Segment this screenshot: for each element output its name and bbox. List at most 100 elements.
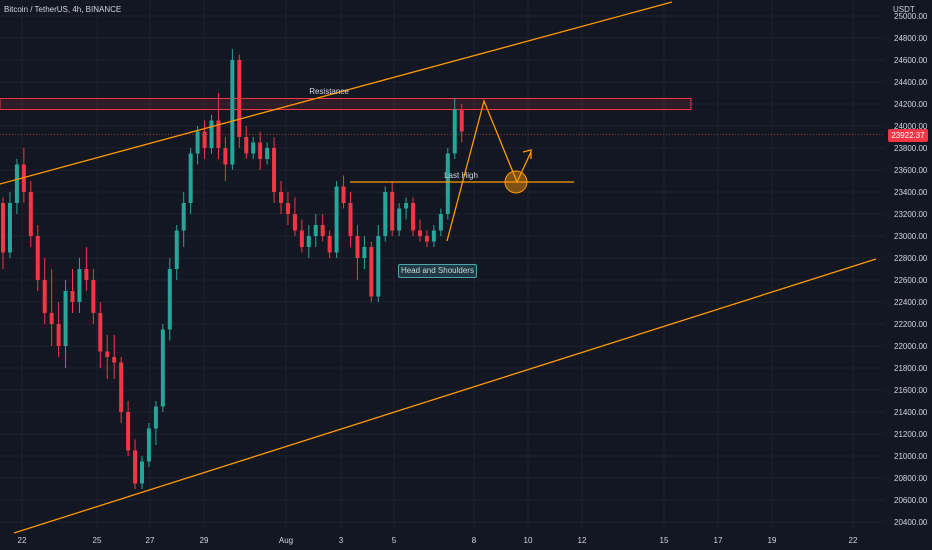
candle-body [348,203,353,236]
time-tick: 8 [472,536,477,545]
price-tick: 23000.00 [894,232,928,241]
candle-body [383,192,388,236]
candle-body [202,131,207,148]
candle-body [285,203,290,214]
time-axis: 22 25 27 29 Aug 3 5 8 10 12 15 17 19 22 [18,536,858,545]
time-tick: 22 [849,536,858,545]
symbol-title: Bitcoin / TetherUS, 4h, BINANCE [4,5,122,14]
last-high-label: Last High [444,171,478,180]
price-tick: 22200.00 [894,320,928,329]
candle-body [292,214,297,231]
candle-body [181,203,186,231]
price-tick: 25000.00 [894,12,928,21]
candle-body [188,153,193,203]
candle-body [49,313,54,324]
candle-body [244,137,249,154]
candle-body [452,109,457,154]
candle-body [105,351,110,357]
time-tick: 12 [578,536,587,545]
candle-body [376,236,381,297]
candle-body [35,236,40,280]
price-tick: 24000.00 [894,122,928,131]
candle-body [334,186,339,253]
candle-body [174,230,179,269]
candle-body [70,291,75,302]
candle-body [404,203,409,209]
price-tick: 24600.00 [894,56,928,65]
candle-body [299,230,304,247]
candle-body [230,60,235,165]
time-tick: 5 [392,536,397,545]
time-tick: Aug [279,536,293,545]
time-tick: 19 [768,536,777,545]
candle-body [167,269,172,330]
candle-body [56,324,61,346]
candle-body [1,203,5,253]
candle-body [7,203,12,253]
retest-circle [504,170,528,194]
price-axis: 25000.00 24800.00 24600.00 24400.00 24200.00… [894,12,928,527]
candles [1,49,464,489]
upper-trendline [0,1,673,185]
candle-body [146,428,151,462]
time-tick: 17 [714,536,723,545]
candle-body [28,192,33,236]
candle-body [397,208,402,231]
candle-body [14,164,19,203]
candle-body [140,461,144,484]
candle-body [313,225,318,236]
candle-body [98,313,103,352]
resistance-zone [0,98,692,110]
price-tick: 21000.00 [894,452,928,461]
candle-body [160,329,165,407]
candle-body [63,291,68,346]
lower-trendline [13,258,877,534]
candle-body [133,450,138,484]
candle-body [258,142,263,159]
candle-body [355,236,360,258]
price-tick: 21200.00 [894,430,928,439]
candle-body [216,120,221,148]
candle-body [209,120,214,148]
time-tick: 22 [18,536,27,545]
time-tick: 29 [200,536,209,545]
price-tick: 23800.00 [894,144,928,153]
resistance-label: Resistance [309,87,349,96]
candle-body [42,280,47,313]
time-tick: 27 [146,536,155,545]
currency-label: USDT [893,5,915,14]
candle-body [411,203,416,231]
candle-body [369,247,374,297]
price-tick: 22000.00 [894,342,928,351]
candle-body [237,60,242,137]
candle-body [223,148,228,165]
price-tick: 24400.00 [894,78,928,87]
candle-body [431,230,436,242]
candle-body [77,269,82,302]
candle-body [251,142,256,154]
price-tick: 23400.00 [894,188,928,197]
time-tick: 10 [524,536,533,545]
price-tick: 21400.00 [894,408,928,417]
candle-body [279,192,283,203]
projection-arrowhead [522,149,532,159]
price-tick: 23600.00 [894,166,928,175]
candle-body [126,412,131,451]
candle-body [272,148,277,192]
pattern-label[interactable]: Head and Shoulders [398,264,477,278]
price-tick: 22800.00 [894,254,928,263]
candle-body [418,230,422,236]
candle-body [445,153,450,214]
current-price-badge: 23922.37 [888,129,928,142]
price-tick: 20400.00 [894,518,928,527]
candle-body [265,148,270,159]
drawings [0,1,877,534]
time-tick: 15 [660,536,669,545]
candle-body [424,236,429,242]
time-tick: 3 [339,536,344,545]
candle-body [390,192,395,231]
price-tick: 20600.00 [894,496,928,505]
candle-body [84,269,89,280]
price-tick: 24200.00 [894,100,928,109]
